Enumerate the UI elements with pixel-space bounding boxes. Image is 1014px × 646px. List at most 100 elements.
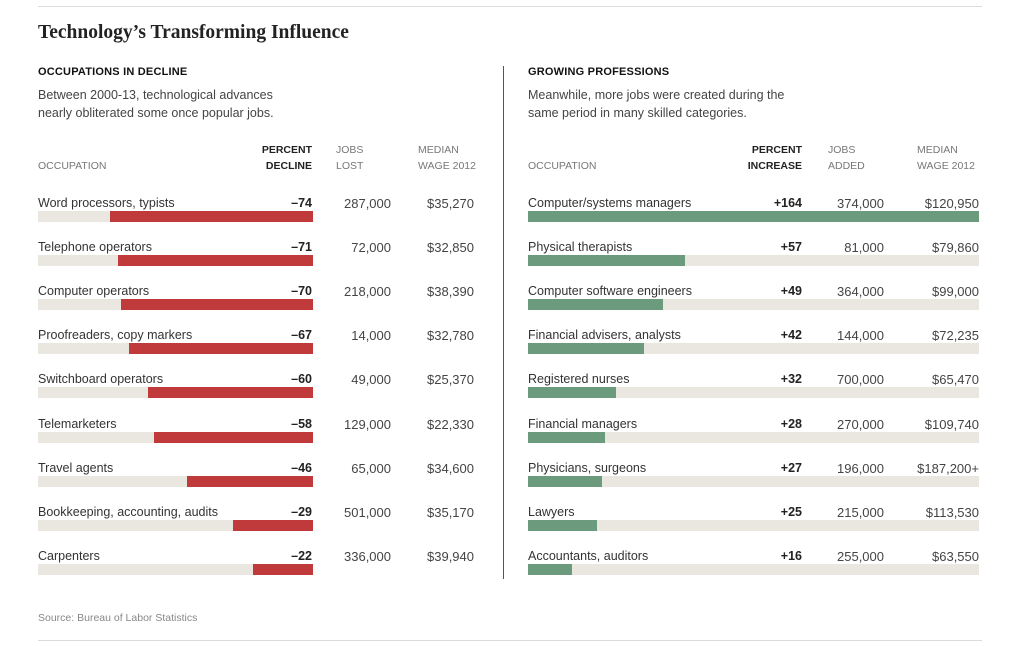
median-wage-column-header: MEDIAN WAGE 2012 (917, 142, 975, 174)
occupation-label: Accountants, auditors (528, 548, 649, 563)
bar-track (528, 299, 979, 311)
percent-value: –74 (291, 196, 312, 210)
jobs-value: 65,000 (351, 460, 391, 476)
wage-value: $22,330 (427, 416, 474, 432)
growth-description: Meanwhile, more jobs were created during… (528, 86, 784, 122)
column-header-line: ADDED (828, 160, 865, 172)
table-row: Travel agents –46 65,000 $34,600 (38, 460, 474, 505)
percent-value: +32 (780, 372, 802, 387)
occupation-label: Computer operators (38, 284, 150, 299)
decline-bar (148, 387, 313, 399)
growth-bar (528, 431, 605, 443)
wage-value: $113,530 (925, 504, 979, 520)
occupation-label: Carpenters (38, 548, 100, 563)
median-wage-column-header: MEDIAN WAGE 2012 (418, 142, 476, 174)
column-header-line: MEDIAN (917, 144, 958, 156)
occupation-label: Lawyers (528, 504, 575, 519)
bar-track (38, 563, 313, 575)
bar-track (528, 431, 979, 443)
column-header-line: MEDIAN (418, 144, 459, 156)
growth-description-line: Meanwhile, more jobs were created during… (528, 88, 785, 102)
jobs-value: 501,000 (344, 504, 391, 520)
occupation-label: Switchboard operators (38, 372, 164, 387)
bar-track (38, 299, 313, 311)
decline-heading: OCCUPATIONS IN DECLINE (38, 66, 188, 78)
percent-value: +16 (780, 548, 802, 563)
bar-track (528, 211, 979, 222)
percent-value: +25 (780, 504, 802, 519)
occupation-label: Physicians, surgeons (528, 460, 647, 475)
decline-bar (153, 431, 313, 443)
table-row: Computer/systems managers +164 374,000 $120… (528, 196, 979, 240)
jobs-value: 72,000 (351, 240, 391, 256)
occupation-label: Travel agents (38, 460, 114, 475)
wage-value: $38,390 (427, 284, 474, 300)
table-row: Financial advisers, analysts +42 144,000 $7… (528, 328, 979, 372)
column-header-line: WAGE 2012 (917, 160, 975, 172)
column-header-line: PERCENT (751, 144, 802, 156)
column-header-line: JOBS (336, 144, 364, 156)
jobs-value: 336,000 (344, 548, 391, 564)
wage-value: $34,600 (427, 460, 474, 476)
jobs-value: 374,000 (837, 196, 884, 211)
occupation-column-header: OCCUPATION (528, 160, 597, 172)
percent-increase-column-header: PERCENT INCREASE (748, 142, 802, 174)
growth-bar (528, 475, 603, 487)
column-header-line: LOST (336, 160, 364, 172)
table-row: Physical therapists +57 81,000 $79,860 (528, 240, 979, 284)
growth-description-line: same period in many skilled categories. (528, 106, 747, 120)
wage-value: $99,000 (932, 284, 979, 300)
table-row: Computer operators –70 218,000 $38,390 (38, 284, 474, 328)
bar-track (38, 519, 313, 531)
bar-track (528, 387, 979, 399)
jobs-value: 215,000 (837, 504, 884, 520)
bar-track (38, 211, 313, 222)
column-header-line: INCREASE (747, 160, 802, 172)
percent-value: +57 (780, 240, 802, 255)
bar-track (38, 343, 313, 355)
wage-value: $25,370 (427, 372, 474, 388)
table-row: Registered nurses +32 700,000 $65,470 (528, 372, 979, 416)
wage-value: $187,200+ (917, 460, 979, 476)
wage-value: $65,470 (932, 372, 979, 388)
occupation-label: Computer software engineers (528, 284, 692, 299)
source-note: Source: Bureau of Labor Statistics (38, 612, 198, 624)
bar-track (528, 343, 979, 355)
column-header-line: DECLINE (265, 160, 312, 172)
jobs-added-column-header: JOBS ADDED (828, 142, 865, 174)
percent-value: +27 (780, 460, 802, 475)
jobs-value: 196,000 (837, 460, 884, 476)
occupation-label: Physical therapists (528, 240, 633, 255)
jobs-value: 218,000 (344, 284, 391, 300)
percent-value: –60 (291, 372, 312, 387)
decline-bar (120, 299, 313, 311)
column-header-line: PERCENT (261, 144, 312, 156)
jobs-value: 255,000 (837, 548, 884, 564)
growth-heading: GROWING PROFESSIONS (528, 66, 670, 78)
decline-description: Between 2000-13, technological advances … (38, 86, 274, 122)
decline-description-line: nearly obliterated some once popular job… (38, 106, 274, 120)
percent-value: +28 (780, 416, 802, 431)
occupation-label: Financial managers (528, 416, 638, 431)
percent-value: +49 (780, 284, 802, 299)
decline-bar (186, 475, 313, 487)
occupation-label: Telemarketers (38, 416, 117, 431)
occupation-label: Computer/systems managers (528, 196, 692, 210)
wage-value: $32,850 (427, 240, 474, 256)
bar-track (38, 255, 313, 267)
percent-value: –46 (291, 460, 312, 475)
jobs-value: 700,000 (837, 372, 884, 388)
wage-value: $63,550 (932, 548, 979, 564)
wage-value: $32,780 (427, 328, 474, 344)
growth-bar (528, 519, 597, 531)
table-row: Computer software engineers +49 364,000 $99… (528, 284, 979, 328)
percent-value: –58 (291, 416, 312, 431)
percent-value: –22 (291, 548, 312, 563)
bar-track (528, 563, 979, 575)
table-row: Telemarketers –58 129,000 $22,330 (38, 416, 474, 461)
occupation-label: Telephone operators (38, 240, 152, 255)
wage-value: $35,170 (427, 504, 474, 520)
wage-value: $39,940 (427, 548, 474, 564)
table-row: Telephone operators –71 72,000 $32,850 (38, 240, 474, 284)
jobs-value: 81,000 (844, 240, 884, 256)
